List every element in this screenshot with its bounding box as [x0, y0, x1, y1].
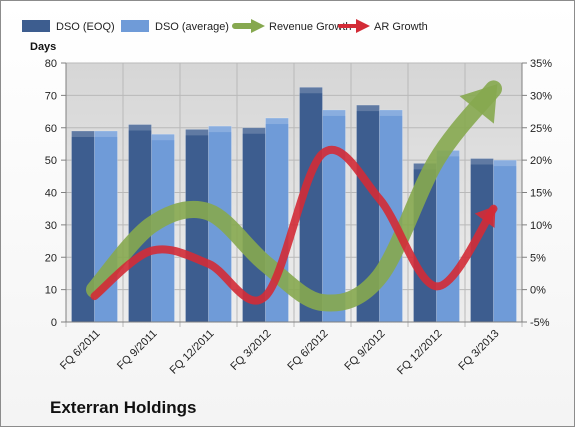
- bar-highlight: [242, 127, 266, 134]
- y-right-tick-label: 30%: [530, 90, 552, 102]
- y-right-tick-label: 10%: [530, 220, 552, 232]
- legend-label-ar-growth: AR Growth: [374, 21, 428, 33]
- bar-highlight: [299, 87, 323, 94]
- legend-swatch-dso-eoq-: [22, 20, 50, 32]
- y-right-tick-label: -5%: [530, 317, 550, 329]
- x-tick-label: FQ 9/2011: [115, 328, 160, 373]
- bar-highlight: [128, 124, 152, 131]
- y-left-tick-label: 20: [45, 252, 57, 264]
- bar-highlight: [356, 105, 380, 112]
- line-revenue-growth: [86, 80, 502, 312]
- x-tick-label: FQ 6/2012: [285, 328, 330, 373]
- bar-dso-eoq-: [185, 129, 209, 323]
- x-tick-label: FQ 12/2012: [395, 328, 445, 378]
- y-right-tick-label: 25%: [530, 123, 552, 135]
- y-right-tick-label: 20%: [530, 155, 552, 167]
- x-tick-label: FQ 3/2013: [456, 328, 501, 373]
- legend-arrowhead-ar-growth: [356, 19, 370, 33]
- legend-label-dso-eoq-: DSO (EOQ): [56, 21, 115, 33]
- x-tick-label: FQ 12/2011: [168, 328, 217, 377]
- growth-lines: [86, 80, 502, 312]
- x-tick-label: FQ 9/2012: [342, 328, 387, 373]
- y-left-tick-label: 40: [45, 188, 57, 200]
- line-ar-growth: [90, 146, 498, 305]
- arrowhead-revenue-growth: [459, 84, 498, 124]
- y-right-tick-label: 15%: [530, 188, 552, 200]
- x-tick-label: FQ 3/2012: [228, 328, 273, 373]
- bar-dso-average-: [436, 150, 460, 323]
- chart-caption: Exterran Holdings: [50, 398, 197, 417]
- legend-label-revenue-growth: Revenue Growth: [269, 21, 352, 33]
- bar-highlight: [322, 109, 346, 116]
- y-left-tick-label: 10: [45, 285, 57, 297]
- y-left-tick-label: 70: [45, 90, 57, 102]
- y-left-tick-label: 0: [51, 317, 57, 329]
- legend-swatch-dso-average-: [121, 20, 149, 32]
- y-right-tick-label: 5%: [530, 252, 546, 264]
- bar-dso-average-: [322, 109, 346, 323]
- bar-highlight: [470, 158, 494, 165]
- bar-highlight: [71, 130, 95, 137]
- legend-label-dso-average-: DSO (average): [155, 21, 229, 33]
- bar-dso-average-: [493, 159, 517, 323]
- bar-highlight: [379, 109, 403, 116]
- arrowhead-ar-growth: [474, 205, 496, 228]
- bar-highlight: [185, 129, 209, 136]
- y-left-tick-label: 80: [45, 58, 57, 70]
- y-left-tick-label: 60: [45, 123, 57, 135]
- y-right-tick-label: 0%: [530, 285, 546, 297]
- bar-highlight: [208, 126, 232, 133]
- bar-highlight: [94, 130, 118, 137]
- legend: DSO (EOQ) DSO (average) Revenue Growth AR G…: [22, 19, 428, 33]
- y-left-tick-label: 50: [45, 155, 57, 167]
- bar-highlight: [493, 160, 517, 167]
- y-right-tick-label: 35%: [530, 58, 552, 70]
- bar-highlight: [151, 134, 175, 141]
- legend-arrowhead-revenue-growth: [251, 19, 265, 33]
- bar-highlight: [265, 118, 289, 125]
- x-tick-label: FQ 6/2011: [58, 328, 103, 373]
- y-left-tick-label: 30: [45, 220, 57, 232]
- y-left-axis-title: Days: [30, 41, 56, 53]
